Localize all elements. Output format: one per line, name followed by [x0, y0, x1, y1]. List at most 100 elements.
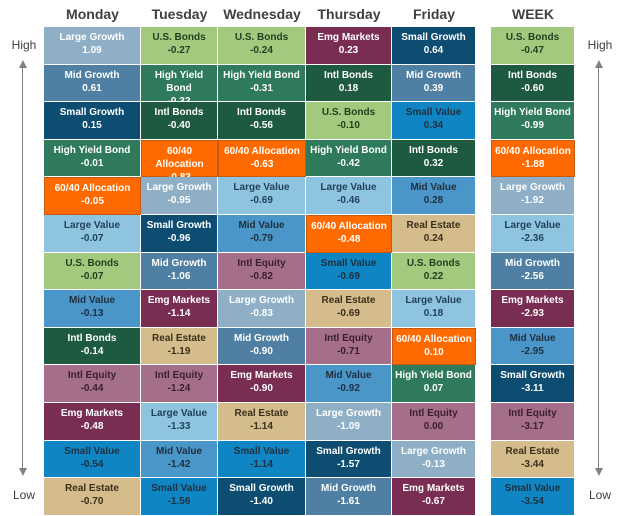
- axis-arrow-down-right-icon: [595, 468, 603, 476]
- cell-asset-name: Real Estate: [406, 220, 461, 231]
- cell-tuesday-high-yield-bond: High Yield Bond -0.32: [141, 64, 218, 107]
- cell-friday-high-yield-bond: High Yield Bond 0.07: [392, 365, 476, 403]
- column-header-friday: Friday: [412, 6, 455, 22]
- cell-asset-name: Intl Bonds: [237, 107, 286, 119]
- cell-return-value: 0.18: [423, 308, 444, 320]
- cell-wednesday-intl-equity: Intl Equity -0.82: [218, 252, 306, 291]
- cell-thursday-intl-bonds: Intl Bonds 0.18: [306, 64, 392, 103]
- cell-return-value: -1.14: [250, 421, 273, 432]
- cell-asset-name: Real Estate: [505, 445, 560, 457]
- cell-asset-name: Emg Markets: [501, 295, 564, 307]
- cell-wednesday-large-value: Large Value -0.69: [218, 177, 306, 215]
- cell-asset-name: Intl Bonds: [508, 69, 557, 81]
- cell-tuesday-60-40-allocation: 60/40 Allocation-0.83: [141, 139, 218, 183]
- cell-thursday-mid-growth: Mid Growth -1.61: [306, 478, 392, 516]
- cell-asset-name: 60/40 Allocation: [495, 145, 571, 157]
- cell-thursday-high-yield-bond: High Yield Bond -0.42: [306, 139, 392, 178]
- cell-asset-name: Intl Equity: [237, 257, 286, 269]
- cell-return-value: -1.61: [337, 496, 360, 508]
- cell-tuesday-real-estate: Real Estate -1.19: [141, 327, 218, 366]
- cell-return-value: 0.64: [423, 45, 444, 56]
- cell-tuesday-intl-equity: Intl Equity -1.24: [141, 365, 218, 403]
- cell-monday-intl-equity: Intl Equity -0.44: [44, 365, 141, 403]
- cell-return-value: -0.01: [80, 157, 104, 169]
- cell-asset-name: Small Value: [504, 483, 561, 495]
- cell-friday-emg-markets: Emg Markets -0.67: [392, 478, 476, 516]
- cell-tuesday-small-growth: Small Growth -0.96: [141, 215, 218, 253]
- cell-return-value: -0.90: [250, 345, 273, 357]
- cell-week-intl-bonds: Intl Bonds -0.60: [491, 64, 575, 103]
- cell-return-value: -3.11: [521, 383, 544, 395]
- cell-asset-name: Emg Markets: [147, 295, 211, 307]
- cell-asset-name: Intl Equity: [154, 370, 204, 382]
- cell-return-value: -0.07: [80, 270, 104, 282]
- cell-monday-high-yield-bond: High Yield Bond -0.01: [44, 139, 141, 178]
- cell-week-mid-value: Mid Value -2.95: [491, 327, 575, 366]
- cell-week-large-growth: Large Growth -1.92: [491, 177, 575, 215]
- high-label-left: High: [11, 38, 37, 52]
- cell-asset-name: Mid Growth: [321, 483, 376, 495]
- cell-week-emg-markets: Emg Markets -2.93: [491, 290, 575, 328]
- cell-asset-name: Mid Value: [238, 220, 285, 231]
- cell-asset-name: Mid Growth: [151, 257, 207, 269]
- cell-week-60-40-allocation: 60/40 Allocation -1.88: [491, 139, 575, 178]
- cell-asset-name: Small Value: [405, 107, 462, 119]
- axis-arrow-up-right-icon: [595, 60, 603, 68]
- cell-asset-name: High Yield Bond: [223, 69, 300, 81]
- cell-week-intl-equity: Intl Equity -3.17: [491, 403, 575, 441]
- cell-asset-name: Mid Growth: [234, 332, 289, 344]
- cell-asset-name: High Yield Bond: [154, 69, 204, 94]
- axis-line-right: [598, 66, 599, 470]
- cell-asset-name: U.S. Bonds: [505, 32, 560, 43]
- cell-week-high-yield-bond: High Yield Bond -0.99: [491, 102, 575, 140]
- cell-return-value: -0.60: [521, 82, 544, 94]
- cell-return-value: 0.28: [423, 195, 444, 207]
- cell-return-value: -1.14: [250, 458, 273, 470]
- cell-return-value: -0.42: [337, 157, 360, 169]
- cell-monday-u-s-bonds: U.S. Bonds -0.07: [44, 252, 141, 291]
- axis-line-left: [22, 66, 23, 470]
- cell-return-value: 1.09: [82, 45, 102, 56]
- cell-asset-name: Intl Equity: [67, 370, 117, 382]
- cell-asset-name: Intl Bonds: [409, 144, 458, 156]
- cell-tuesday-mid-growth: Mid Growth -1.06: [141, 252, 218, 291]
- cell-asset-name: Intl Bonds: [154, 107, 204, 119]
- cell-asset-name: Large Growth: [315, 408, 381, 419]
- cell-asset-name: U.S. Bonds: [152, 32, 206, 43]
- cell-asset-name: Mid Value: [325, 370, 372, 382]
- column-header-wednesday: Wednesday: [223, 6, 301, 22]
- cell-return-value: -1.19: [167, 345, 191, 357]
- cell-monday-mid-value: Mid Value -0.13: [44, 290, 141, 328]
- cell-return-value: -1.06: [167, 270, 191, 282]
- cell-friday-mid-growth: Mid Growth 0.39: [392, 64, 476, 103]
- cell-week-mid-growth: Mid Growth -2.56: [491, 252, 575, 291]
- cell-asset-name: 60/40 Allocation: [155, 145, 204, 170]
- cell-return-value: 0.24: [423, 233, 444, 244]
- cell-asset-name: Real Estate: [65, 483, 119, 495]
- column-header-week: WEEK: [512, 6, 554, 22]
- cell-return-value: 0.39: [423, 82, 444, 94]
- cell-return-value: 0.22: [423, 270, 444, 282]
- cell-thursday-u-s-bonds: U.S. Bonds -0.10: [306, 102, 392, 140]
- cell-asset-name: Emg Markets: [402, 483, 465, 495]
- cell-monday-large-value: Large Value -0.07: [44, 215, 141, 253]
- cell-wednesday-mid-value: Mid Value -0.79: [218, 215, 306, 253]
- cell-tuesday-large-growth: Large Growth -0.95: [141, 177, 218, 215]
- cell-asset-name: Real Estate: [152, 332, 206, 344]
- cell-friday-small-value: Small Value 0.34: [392, 102, 476, 140]
- cell-tuesday-emg-markets: Emg Markets -1.14: [141, 290, 218, 328]
- cell-asset-name: Mid Growth: [406, 69, 461, 81]
- cell-return-value: -0.54: [80, 458, 104, 470]
- cell-asset-name: High Yield Bond: [395, 370, 472, 382]
- cell-thursday-60-40-allocation: 60/40 Allocation -0.48: [306, 215, 392, 253]
- cell-return-value: -0.90: [250, 383, 273, 395]
- cell-monday-small-value: Small Value -0.54: [44, 440, 141, 479]
- cell-asset-name: Emg Markets: [230, 370, 293, 382]
- cell-tuesday-large-value: Large Value -1.33: [141, 403, 218, 441]
- cell-thursday-intl-equity: Intl Equity -0.71: [306, 327, 392, 366]
- cell-friday-large-growth: Large Growth -0.13: [392, 440, 476, 479]
- cell-return-value: 0.23: [338, 45, 359, 56]
- cell-return-value: -1.09: [337, 421, 360, 432]
- cell-asset-name: Mid Value: [410, 182, 457, 194]
- cell-return-value: -1.33: [167, 421, 191, 432]
